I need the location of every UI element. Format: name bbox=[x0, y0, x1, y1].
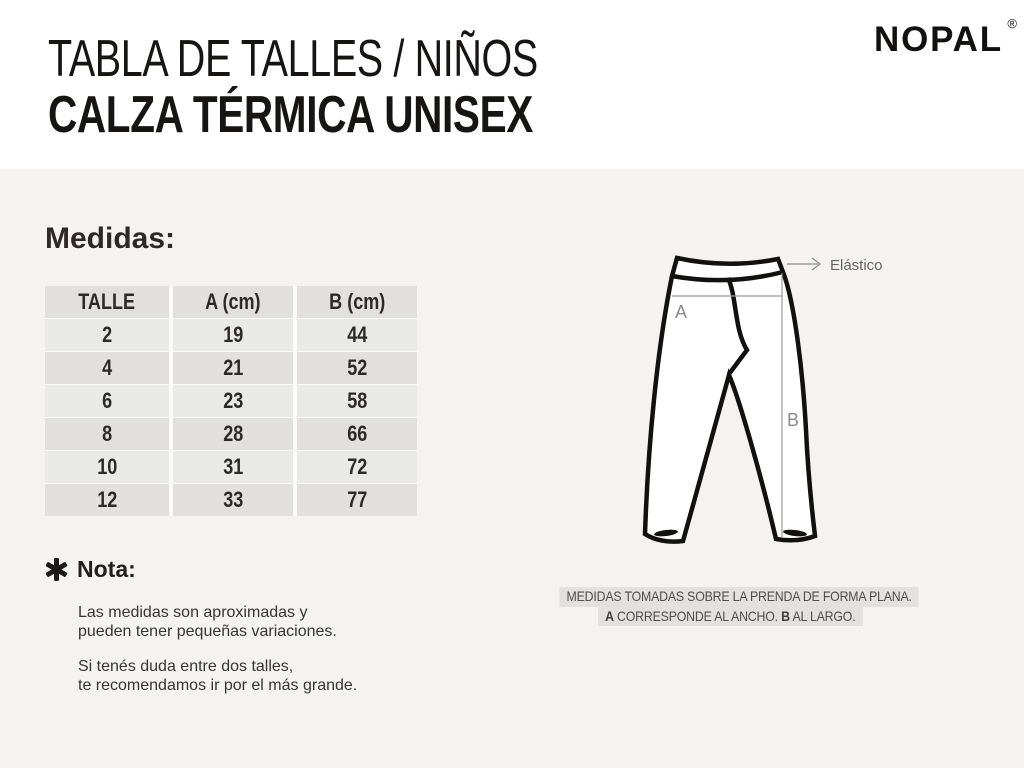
table-cell: 6 bbox=[45, 385, 169, 417]
note-line: te recomendamos ir por el más grande. bbox=[78, 677, 358, 694]
table-row: 2 19 44 bbox=[45, 319, 417, 351]
table-row: 8 28 66 bbox=[45, 418, 417, 450]
elastic-label: Elástico bbox=[830, 257, 883, 274]
table-cell: 72 bbox=[297, 451, 417, 483]
caption-chip: MEDIDAS TOMADAS SOBRE LA PRENDA DE FORMA… bbox=[559, 587, 919, 607]
table-cell: 23 bbox=[173, 385, 293, 417]
caption-line-2: A CORRESPONDE AL ANCHO. B AL LARGO. bbox=[535, 606, 925, 626]
table-cell: 58 bbox=[297, 385, 417, 417]
note-paragraph-2: Si tenés duda entre dos talles, te recom… bbox=[78, 657, 357, 695]
table-header-cell: A (cm) bbox=[173, 286, 293, 318]
diagram-caption: MEDIDAS TOMADAS SOBRE LA PRENDA DE FORMA… bbox=[535, 587, 925, 626]
table-cell: 10 bbox=[45, 451, 169, 483]
medidas-heading: Medidas: bbox=[45, 222, 176, 255]
title-line-2: CALZA TÉRMICA UNISEX bbox=[48, 86, 533, 144]
table-cell: 28 bbox=[173, 418, 293, 450]
table-cell: 19 bbox=[173, 319, 293, 351]
page-title: TABLA DE TALLES / NIÑOS CALZA TÉRMICA UN… bbox=[48, 31, 693, 143]
pants-diagram: A B Elástico bbox=[550, 245, 940, 545]
table-header-cell: B (cm) bbox=[297, 286, 417, 318]
note-line: Las medidas son aproximadas y bbox=[78, 604, 308, 621]
caption-line-1: MEDIDAS TOMADAS SOBRE LA PRENDA DE FORMA… bbox=[535, 587, 925, 607]
pants-line-drawing: A B Elástico bbox=[642, 255, 883, 544]
table-cell: 52 bbox=[297, 352, 417, 384]
title-line-1: TABLA DE TALLES / NIÑOS bbox=[48, 30, 538, 88]
table-header-cell: TALLE bbox=[45, 286, 169, 318]
table-cell: 44 bbox=[297, 319, 417, 351]
table-row: 4 21 52 bbox=[45, 352, 417, 384]
note-line: Si tenés duda entre dos talles, bbox=[78, 658, 294, 675]
table-cell: 31 bbox=[173, 451, 293, 483]
table-cell: 12 bbox=[45, 484, 169, 516]
caption-chip: A CORRESPONDE AL ANCHO. B AL LARGO. bbox=[597, 606, 863, 626]
width-label: A bbox=[675, 302, 687, 322]
brand-name: NOPAL bbox=[874, 20, 1003, 59]
elastic-arrowhead bbox=[811, 257, 821, 271]
table-cell: 2 bbox=[45, 319, 169, 351]
fly-seam bbox=[725, 277, 750, 376]
header-band bbox=[0, 0, 1024, 169]
note-line: pueden tener pequeñas variaciones. bbox=[78, 623, 337, 640]
table-row: 12 33 77 bbox=[45, 484, 417, 516]
pants-outline bbox=[642, 255, 818, 544]
note-heading: Nota: bbox=[77, 556, 136, 582]
length-label: B bbox=[787, 410, 799, 430]
brand-logo: NOPAL ® bbox=[874, 16, 1017, 60]
table-header-row: TALLE A (cm) B (cm) bbox=[45, 286, 417, 318]
note-paragraph-1: Las medidas son aproximadas y pueden ten… bbox=[78, 603, 337, 641]
cuff-shadow-left bbox=[654, 529, 678, 537]
asterisk-icon bbox=[45, 558, 68, 581]
table-cell: 8 bbox=[45, 418, 169, 450]
table-cell: 66 bbox=[297, 418, 417, 450]
table-cell: 33 bbox=[173, 484, 293, 516]
table-cell: 21 bbox=[173, 352, 293, 384]
table-cell: 4 bbox=[45, 352, 169, 384]
table-row: 10 31 72 bbox=[45, 451, 417, 483]
table-cell: 77 bbox=[297, 484, 417, 516]
cuff-shadow-right bbox=[783, 529, 807, 537]
table-row: 6 23 58 bbox=[45, 385, 417, 417]
registered-trademark-icon: ® bbox=[1007, 16, 1017, 31]
size-table: TALLE A (cm) B (cm) 2 19 44 4 21 52 6 23… bbox=[45, 286, 417, 516]
